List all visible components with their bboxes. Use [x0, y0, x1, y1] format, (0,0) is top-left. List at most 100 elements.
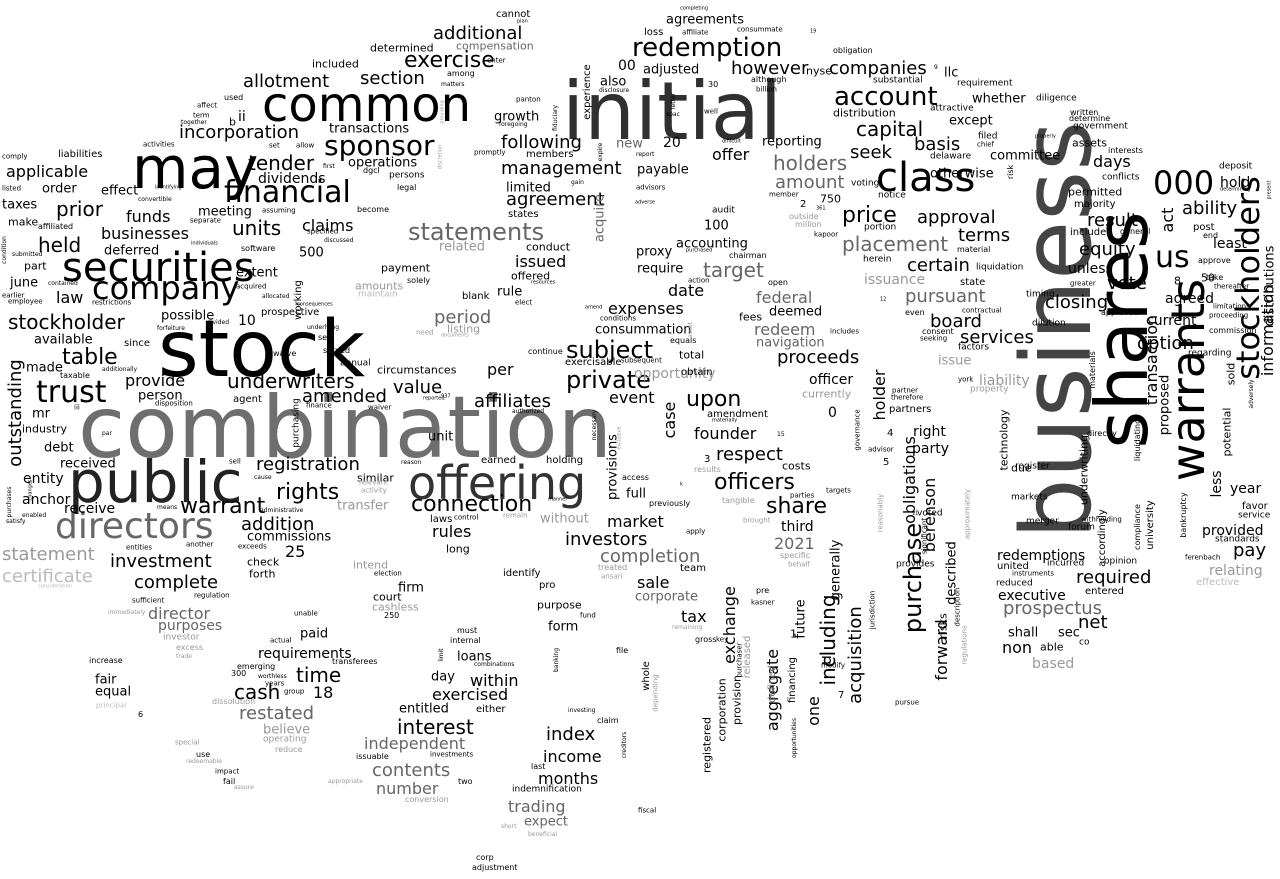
word-issued: issued: [515, 252, 567, 271]
word-rights: rights: [276, 480, 340, 505]
word-250: 250: [384, 611, 400, 620]
word-documents: documents: [441, 332, 469, 339]
word-maintain: maintain: [358, 289, 398, 300]
word-incorporation: incorporation: [179, 122, 300, 143]
word-markets: markets: [1011, 492, 1048, 503]
word-party: party: [912, 441, 949, 457]
word-special: special: [175, 738, 200, 747]
word-proceeds: proceeds: [777, 347, 860, 368]
word-agent: agent: [233, 394, 262, 405]
word-satisfy: satisfy: [6, 518, 26, 525]
word-voted: voted: [917, 508, 943, 519]
word-affiliate: affiliate: [682, 28, 709, 37]
word-amendment: amendment: [707, 409, 768, 420]
word-administrative: administrative: [260, 507, 304, 514]
word-income: income: [543, 747, 602, 766]
word-class: class: [876, 155, 976, 201]
word-technology: technology: [997, 409, 1011, 471]
word-share: share: [766, 494, 827, 519]
word-otherwise: otherwise: [930, 166, 994, 182]
word-standards: standards: [1215, 534, 1260, 545]
word-similar: similar: [357, 471, 394, 485]
word-section: section: [360, 68, 425, 89]
word-matters: matters: [441, 81, 465, 88]
word-reported: reported: [423, 395, 445, 402]
word-merger: merger: [1026, 516, 1059, 527]
word-submitted: submitted: [12, 251, 43, 258]
word-redemption: redemption: [632, 33, 783, 63]
word-forth: forth: [249, 567, 276, 581]
word-addition: addition: [241, 514, 315, 535]
word-letter: letter: [670, 92, 677, 110]
word-6: 6: [138, 710, 144, 719]
word-description: description: [953, 587, 962, 627]
word-unable: unable: [294, 609, 318, 618]
word-unit: unit: [428, 429, 454, 445]
word-11: 11: [912, 510, 919, 517]
word-gain: gain: [571, 179, 584, 186]
word-condition: condition: [1, 236, 8, 264]
word-within: within: [470, 671, 519, 690]
word-proposed: proposed: [1157, 374, 1173, 436]
word-value: value: [393, 377, 443, 398]
word-software: software: [241, 244, 276, 253]
word-dilution: dilution: [1032, 318, 1066, 329]
word-equals: equals: [670, 336, 697, 345]
word-llc: llc: [944, 65, 959, 81]
word-risk: risk: [1006, 164, 1015, 180]
word-based: based: [1032, 656, 1075, 672]
word-corporate: corporate: [635, 589, 699, 605]
word-post: post: [1193, 222, 1215, 233]
word-option: option: [1137, 333, 1194, 354]
word-anchor: anchor: [22, 492, 71, 508]
word-15: 15: [777, 431, 785, 438]
word-agreed: agreed: [1165, 291, 1215, 307]
word-enabled: enabled: [22, 512, 47, 519]
word-conflicts: conflicts: [1102, 172, 1140, 183]
word-less: less: [1209, 470, 1225, 498]
word-take: take: [1206, 273, 1224, 282]
word-providing: providing: [439, 100, 446, 124]
word-government: government: [1073, 121, 1128, 132]
word-redeem: redeem: [754, 320, 816, 339]
word-earlier: earlier: [2, 291, 25, 300]
word-increase: increase: [89, 656, 123, 665]
word-shall: shall: [1008, 625, 1039, 641]
word-targets: targets: [826, 486, 851, 495]
word-contents: contents: [372, 760, 451, 781]
word-cashless: cashless: [372, 600, 419, 614]
word-specified: specified: [307, 227, 339, 236]
word-industry: industry: [22, 422, 68, 436]
word-individuals: individuals: [191, 240, 218, 247]
word-entered: entered: [1085, 586, 1124, 597]
word-exceeds: exceeds: [238, 542, 267, 551]
word-notice: notice: [878, 190, 906, 201]
word-completing: completing: [680, 5, 709, 12]
word-since: since: [124, 338, 150, 349]
word-restrictions: restrictions: [92, 298, 132, 307]
word-period: period: [434, 307, 492, 328]
word-means: means: [157, 504, 178, 511]
word-co: co: [1079, 637, 1090, 648]
word-requirement: requirement: [957, 78, 1013, 89]
word-instruments: instruments: [1012, 569, 1055, 578]
word-property: property: [970, 384, 1009, 395]
word-payment: payment: [381, 261, 431, 275]
word-purchasing: purchasing: [291, 398, 302, 448]
word-necessary: necessary: [591, 409, 598, 441]
word-states: states: [508, 209, 539, 220]
word-statements: statements: [408, 218, 545, 246]
word-million: million: [795, 220, 822, 229]
word-investments: investments: [430, 750, 474, 759]
word-commissions: commissions: [247, 529, 332, 545]
word-deposit: deposit: [1219, 161, 1253, 172]
word-outside: outside: [789, 212, 819, 221]
word-trade: trade: [176, 653, 192, 660]
word-brought: brought: [743, 516, 771, 525]
word-9: 9: [934, 64, 938, 71]
word-provide: provide: [125, 371, 186, 390]
word-finance: finance: [306, 401, 332, 410]
word-transactions: transactions: [329, 121, 410, 137]
word-order: order: [42, 181, 77, 197]
